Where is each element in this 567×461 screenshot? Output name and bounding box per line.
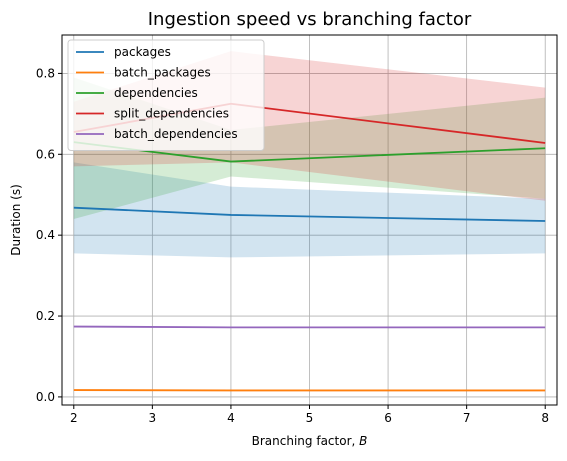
x-tick-label: 2: [70, 411, 78, 425]
chart-title: Ingestion speed vs branching factor: [148, 9, 472, 30]
y-tick-label: 0.4: [36, 228, 55, 242]
band-packages: [73, 162, 546, 258]
legend-label-split_dependencies: split_dependencies: [114, 107, 229, 121]
x-tick-label: 5: [306, 411, 314, 425]
x-tick-label: 7: [463, 411, 471, 425]
x-tick-label: 6: [384, 411, 392, 425]
x-axis-ticks: 2 3 4 5 6 7 8: [70, 405, 549, 425]
y-axis-label: Duration (s): [9, 184, 23, 256]
legend-label-packages: packages: [114, 45, 171, 59]
x-tick-label: 4: [227, 411, 235, 425]
legend-label-dependencies: dependencies: [114, 86, 198, 100]
x-tick-label: 8: [541, 411, 549, 425]
x-axis-label-text: Branching factor,: [252, 434, 359, 448]
gridlines: [62, 35, 557, 405]
line-batch_dependencies: [73, 325, 546, 329]
y-tick-label: 0.8: [36, 66, 55, 80]
y-tick-label: 0.6: [36, 147, 55, 161]
y-tick-label: 0.2: [36, 309, 55, 323]
legend-box: [67, 39, 265, 151]
x-tick-label: 3: [149, 411, 157, 425]
x-axis-label: Branching factor, B: [252, 434, 368, 448]
band-dependencies: [73, 77, 546, 219]
x-axis-label-variable: B: [359, 434, 367, 448]
y-tick-label: 0.0: [36, 390, 55, 404]
legend-label-batch_dependencies: batch_dependencies: [114, 127, 238, 141]
legend-label-batch_packages: batch_packages: [114, 66, 211, 80]
line-packages: [73, 206, 546, 222]
legend: packages batch_packages dependencies split_…: [67, 39, 265, 151]
y-axis-ticks: 0.0 0.2 0.4 0.6 0.8: [36, 66, 62, 404]
